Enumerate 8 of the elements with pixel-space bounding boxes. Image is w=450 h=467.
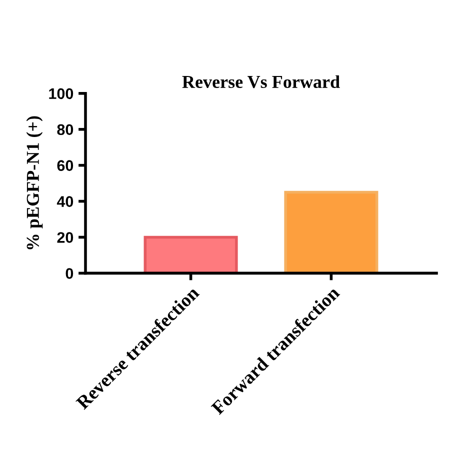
y-tick-label: 60 <box>57 160 74 172</box>
y-tick-label: 20 <box>57 232 74 243</box>
chart-title: Reverse Vs Forward <box>182 75 340 88</box>
y-tick-label: 100 <box>49 88 74 100</box>
y-tick-label: 40 <box>56 196 74 207</box>
y-axis-title: % pEGFP-N1 (+) <box>26 116 43 250</box>
y-tick-label: 80 <box>57 124 74 136</box>
y-tick-label: 0 <box>66 268 74 279</box>
